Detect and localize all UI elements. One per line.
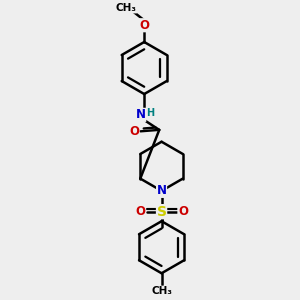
Text: O: O (139, 19, 149, 32)
Text: O: O (178, 205, 188, 218)
Text: N: N (157, 184, 166, 197)
Text: CH₃: CH₃ (116, 3, 137, 13)
Text: CH₃: CH₃ (151, 286, 172, 296)
Text: N: N (136, 108, 146, 121)
Text: O: O (129, 125, 139, 138)
Text: S: S (157, 205, 166, 219)
Text: H: H (146, 107, 154, 118)
Text: O: O (135, 205, 145, 218)
